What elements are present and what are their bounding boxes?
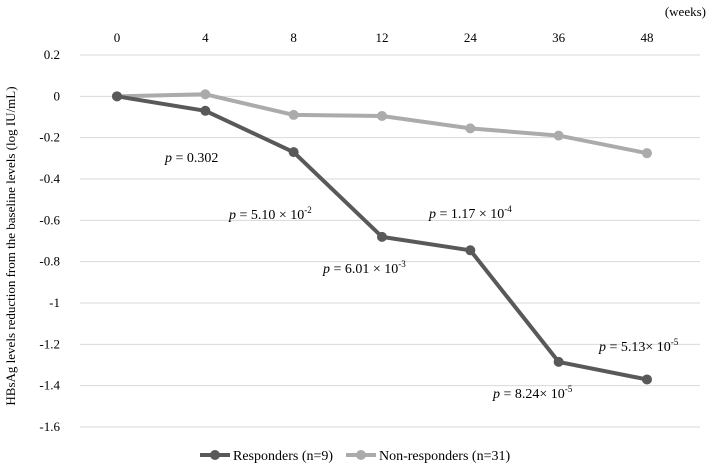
x-axis-ticks: 0 4 8 12 24 36 48 bbox=[114, 30, 654, 45]
data-point bbox=[288, 147, 299, 158]
data-point bbox=[465, 245, 476, 256]
p-symbol: p bbox=[598, 340, 606, 355]
p-value-label: p = 6.01 × 10-3 bbox=[322, 259, 406, 277]
p-value-label: p = 5.13× 10-5 bbox=[598, 337, 679, 355]
x-axis-unit: (weeks) bbox=[665, 4, 706, 19]
y-axis-ticks: 0.2 0 -0.2 -0.4 -0.6 -0.8 -1 -1.2 -1.4 -1.6 bbox=[39, 47, 60, 434]
p-value-exponent: -5 bbox=[565, 384, 573, 394]
data-point bbox=[553, 356, 564, 367]
p-value-text: = 5.10 × 10 bbox=[236, 208, 304, 223]
y-tick-label: 0.2 bbox=[44, 47, 60, 62]
legend-swatch-marker bbox=[356, 450, 366, 460]
data-point bbox=[112, 91, 122, 102]
x-tick-label: 12 bbox=[375, 30, 388, 45]
p-symbol: p bbox=[492, 387, 500, 402]
data-point bbox=[376, 231, 387, 242]
data-point bbox=[641, 374, 652, 385]
y-tick-label: -0.6 bbox=[39, 212, 60, 227]
y-tick-label: 0 bbox=[54, 88, 61, 103]
p-value-text: = 5.13× 10 bbox=[606, 340, 671, 355]
p-value-text: = 8.24× 10 bbox=[500, 387, 565, 402]
p-value-exponent: -2 bbox=[304, 205, 312, 215]
y-tick-label: -1.6 bbox=[39, 419, 60, 434]
legend-swatch-marker bbox=[210, 450, 220, 460]
p-value-text: = 0.302 bbox=[172, 151, 218, 166]
p-value-label: p = 0.302 bbox=[164, 151, 218, 166]
p-value-text: = 1.17 × 10 bbox=[436, 207, 504, 222]
x-tick-label: 4 bbox=[202, 30, 209, 45]
p-value-exponent: -4 bbox=[504, 204, 512, 214]
y-tick-label: -1.2 bbox=[39, 336, 60, 351]
p-value-label: p = 1.17 × 10-4 bbox=[428, 204, 512, 222]
legend-label: Non-responders (n=31) bbox=[379, 449, 510, 464]
data-point bbox=[200, 105, 211, 116]
data-point bbox=[553, 130, 564, 141]
series-lines bbox=[112, 89, 652, 385]
p-symbol: p bbox=[164, 151, 172, 166]
legend-label: Responders (n=9) bbox=[233, 449, 333, 464]
p-symbol: p bbox=[322, 262, 330, 277]
p-value-exponent: -3 bbox=[398, 259, 406, 269]
y-tick-label: -1 bbox=[49, 295, 60, 310]
x-tick-label: 24 bbox=[464, 30, 478, 45]
legend: Responders (n=9) Non-responders (n=31) bbox=[200, 449, 510, 464]
data-point bbox=[376, 110, 387, 121]
x-tick-label: 36 bbox=[552, 30, 566, 45]
p-value-label: p = 5.10 × 10-2 bbox=[228, 205, 312, 223]
y-tick-label: -0.2 bbox=[39, 130, 60, 145]
p-symbol: p bbox=[428, 207, 436, 222]
data-point bbox=[465, 123, 476, 134]
data-point bbox=[200, 89, 211, 100]
x-tick-label: 48 bbox=[640, 30, 653, 45]
y-tick-label: -0.4 bbox=[39, 171, 60, 186]
data-point bbox=[288, 109, 299, 120]
x-tick-label: 8 bbox=[290, 30, 297, 45]
series-line bbox=[116, 92, 648, 156]
p-value-label: p = 8.24× 10-5 bbox=[492, 384, 573, 402]
p-symbol: p bbox=[228, 208, 236, 223]
p-value-exponent: -5 bbox=[671, 337, 679, 347]
x-tick-label: 0 bbox=[114, 30, 121, 45]
y-axis-label: HBsAg levels reduction from the baseline… bbox=[3, 86, 18, 405]
p-value-text: = 6.01 × 10 bbox=[330, 262, 398, 277]
y-tick-label: -1.4 bbox=[39, 378, 60, 393]
y-tick-label: -0.8 bbox=[39, 254, 60, 269]
data-point bbox=[641, 148, 652, 159]
